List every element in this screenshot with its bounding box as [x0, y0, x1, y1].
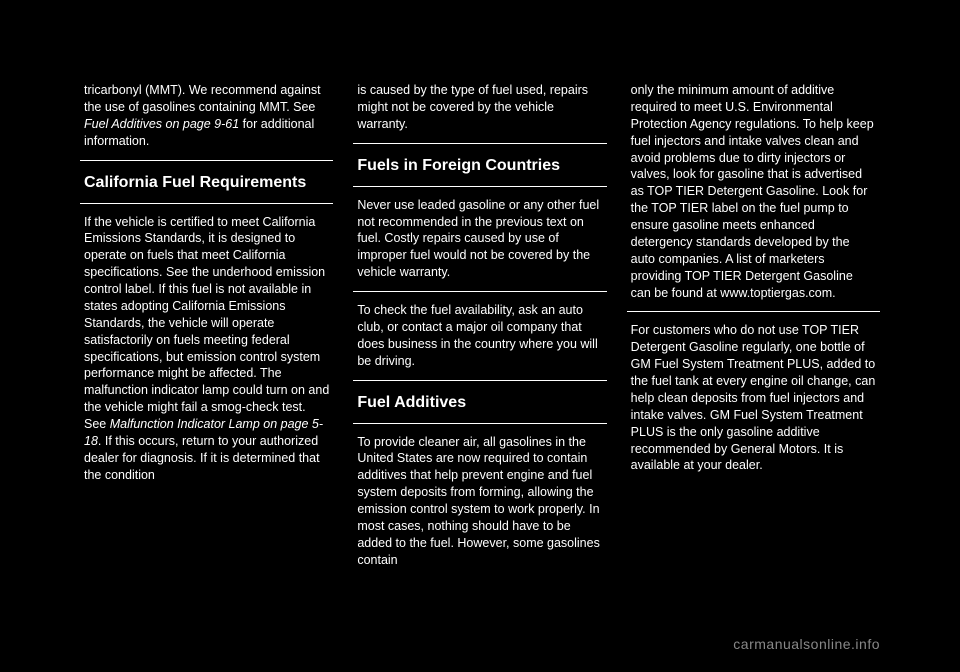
manual-page: tricarbonyl (MMT). We recommend against …	[80, 80, 880, 622]
section-heading: Fuel Additives	[353, 389, 606, 415]
text: . If this occurs, return to your authori…	[84, 434, 320, 482]
divider	[627, 311, 880, 312]
column-2: is caused by the type of fuel used, repa…	[353, 80, 606, 622]
paragraph: For customers who do not use TOP TIER De…	[627, 320, 880, 476]
text: tricarbonyl (MMT). We recommend against …	[84, 83, 321, 114]
divider	[353, 380, 606, 381]
divider	[353, 186, 606, 187]
paragraph: is caused by the type of fuel used, repa…	[353, 80, 606, 135]
watermark-text: carmanualsonline.info	[733, 636, 880, 652]
paragraph: Never use leaded gasoline or any other f…	[353, 195, 606, 283]
column-1: tricarbonyl (MMT). We recommend against …	[80, 80, 333, 622]
divider	[80, 160, 333, 161]
divider	[353, 291, 606, 292]
divider	[353, 423, 606, 424]
text: If the vehicle is certified to meet Cali…	[84, 215, 329, 432]
paragraph: If the vehicle is certified to meet Cali…	[80, 212, 333, 486]
column-3: only the minimum amount of additive requ…	[627, 80, 880, 622]
reference-text: Fuel Additives on page 9-61	[84, 117, 239, 131]
divider	[80, 203, 333, 204]
paragraph: To provide cleaner air, all gasolines in…	[353, 432, 606, 571]
section-heading: Fuels in Foreign Countries	[353, 152, 606, 178]
section-heading: California Fuel Requirements	[80, 169, 333, 195]
divider	[353, 143, 606, 144]
paragraph: only the minimum amount of additive requ…	[627, 80, 880, 303]
paragraph: To check the fuel availability, ask an a…	[353, 300, 606, 372]
paragraph: tricarbonyl (MMT). We recommend against …	[80, 80, 333, 152]
